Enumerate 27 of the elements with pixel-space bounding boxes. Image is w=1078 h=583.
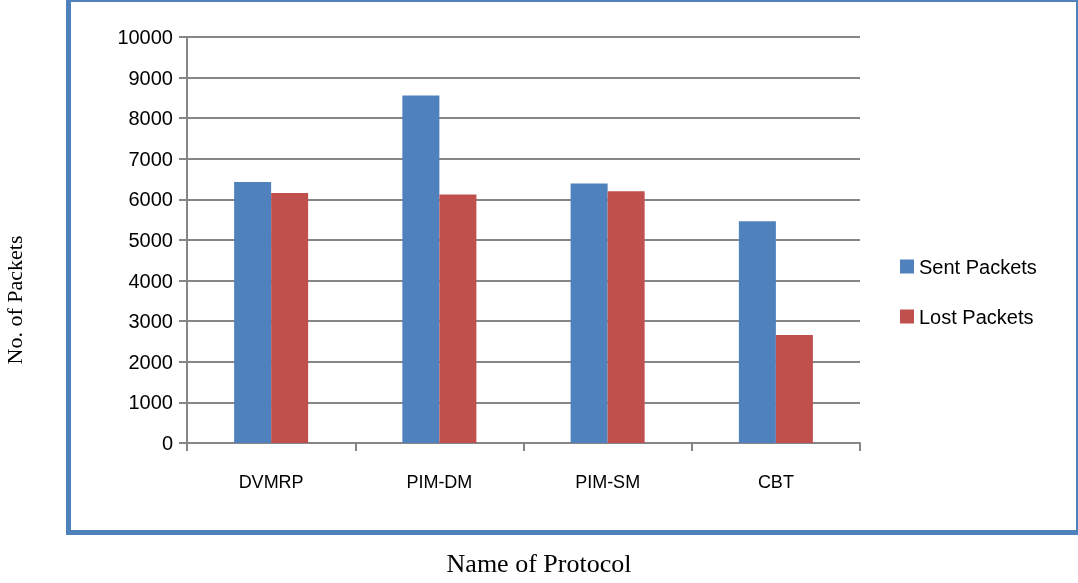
y-tick-label: 6000	[128, 188, 173, 211]
y-tick-label: 5000	[128, 229, 173, 251]
x-axis-title: Name of Protocol	[446, 548, 632, 578]
y-tick-label: 0	[161, 432, 173, 454]
y-tick-label: 9000	[128, 66, 173, 89]
y-axis-title: No. of Packets	[1, 235, 27, 365]
legend-label: Lost Packets	[919, 305, 1034, 328]
bar	[607, 191, 645, 443]
bar	[271, 192, 309, 443]
y-tick-label: 4000	[128, 269, 173, 292]
x-tick-label: PIM-SM	[575, 472, 641, 492]
bar	[738, 221, 776, 443]
x-tick-label: PIM-DM	[406, 472, 473, 492]
x-tick-label: CBT	[757, 472, 794, 492]
x-tick-label: DVMRP	[238, 472, 304, 492]
bar	[234, 181, 272, 443]
y-tick-label: 10000	[117, 26, 173, 48]
legend-label: Sent Packets	[919, 255, 1037, 278]
bar	[775, 335, 813, 443]
y-tick-label: 8000	[128, 107, 173, 130]
bar	[570, 183, 608, 443]
y-tick-label: 2000	[128, 350, 173, 373]
y-tick-label: 3000	[128, 310, 173, 333]
y-tick-label: 1000	[128, 391, 173, 414]
y-tick-label: 7000	[128, 147, 173, 170]
bar	[402, 95, 440, 443]
bar	[439, 194, 477, 443]
